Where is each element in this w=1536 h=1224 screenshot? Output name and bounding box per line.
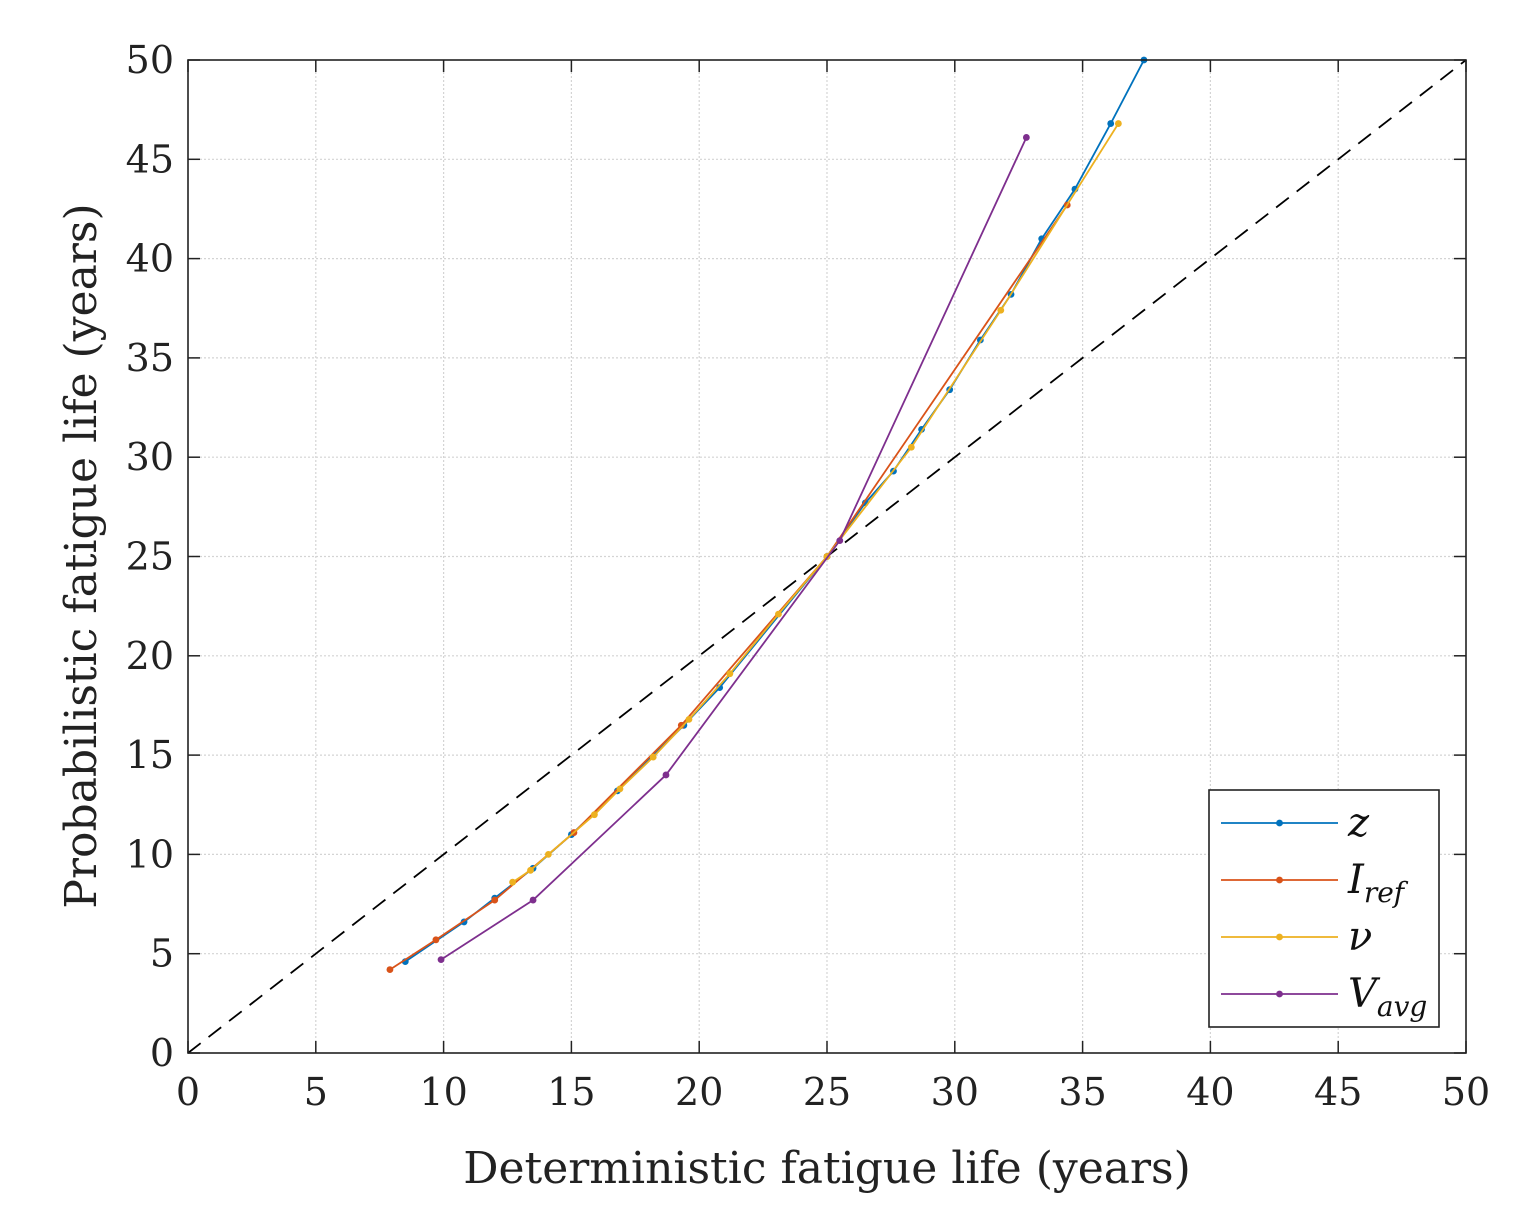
data-point <box>591 811 598 819</box>
data-point <box>437 956 445 964</box>
x-tick-labels: 0 5 10 15 20 25 30 35 40 45 50 <box>176 1070 1490 1114</box>
legend-marker <box>1276 933 1283 941</box>
data-point <box>649 753 657 761</box>
legend: z Iref ν Vavg <box>1208 789 1440 1028</box>
series-v-avg <box>437 134 1030 964</box>
x-tick-label: 30 <box>931 1070 979 1114</box>
data-point <box>997 306 1005 314</box>
y-axis-label: Probabilistic fatigue life (years) <box>56 203 107 908</box>
data-point <box>386 966 394 973</box>
legend-item-i-ref: Iref <box>1221 857 1409 909</box>
legend-marker <box>1276 876 1283 884</box>
legend-marker <box>1276 990 1283 998</box>
x-tick-label: 25 <box>803 1070 851 1114</box>
y-tick-label: 0 <box>150 1031 174 1075</box>
data-point <box>544 851 552 858</box>
y-tick-label: 35 <box>126 336 174 380</box>
x-tick-label: 40 <box>1186 1070 1234 1114</box>
y-tick-label: 40 <box>126 237 174 281</box>
data-point <box>529 896 537 904</box>
y-tick-label: 30 <box>126 435 174 479</box>
plot-frame <box>187 59 1467 1054</box>
x-axis-label: Deterministic fatigue life (years) <box>463 1143 1191 1194</box>
legend-label: z <box>1347 800 1370 846</box>
data-point <box>491 896 499 904</box>
y-tick-labels: 0 5 10 15 20 25 30 35 40 45 50 <box>126 38 174 1075</box>
y-tick-label: 25 <box>126 535 174 579</box>
data-point <box>527 866 534 874</box>
data-point <box>836 537 844 545</box>
data-point <box>432 936 440 944</box>
x-tick-label: 15 <box>547 1070 595 1114</box>
legend-box <box>1208 789 1440 1028</box>
x-tick-label: 20 <box>675 1070 723 1114</box>
y-tick-label: 5 <box>150 932 174 976</box>
y-tick-label: 15 <box>126 733 174 777</box>
x-tick-label: 5 <box>304 1070 328 1114</box>
y-tick-label: 45 <box>126 137 174 181</box>
data-point <box>509 878 517 886</box>
data-point <box>1107 120 1115 127</box>
legend-item-v-avg: Vavg <box>1221 971 1427 1023</box>
x-tick-label: 35 <box>1058 1070 1106 1114</box>
x-tick-label: 45 <box>1314 1070 1362 1114</box>
x-tick-label: 10 <box>419 1070 467 1114</box>
data-point <box>685 715 693 723</box>
y-tick-label: 50 <box>126 38 174 82</box>
legend-item-z: z <box>1221 800 1370 846</box>
data-point <box>726 670 734 678</box>
series-nu <box>509 120 1122 886</box>
legend-label: Vavg <box>1348 971 1427 1023</box>
series-group <box>386 56 1148 973</box>
x-tick-label: 50 <box>1442 1070 1490 1114</box>
legend-label: Iref <box>1347 857 1409 909</box>
data-point <box>1022 134 1030 141</box>
legend-marker <box>1276 819 1283 827</box>
data-point <box>616 785 624 793</box>
data-point <box>907 443 915 451</box>
y-tick-label: 20 <box>126 634 174 678</box>
data-point <box>1114 120 1122 127</box>
legend-item-nu: ν <box>1221 914 1372 960</box>
data-point <box>677 721 685 729</box>
data-point <box>662 771 670 779</box>
data-point <box>775 610 782 618</box>
legend-label: ν <box>1348 914 1372 960</box>
x-tick-label: 0 <box>176 1070 200 1114</box>
y-tick-label: 10 <box>126 832 174 876</box>
